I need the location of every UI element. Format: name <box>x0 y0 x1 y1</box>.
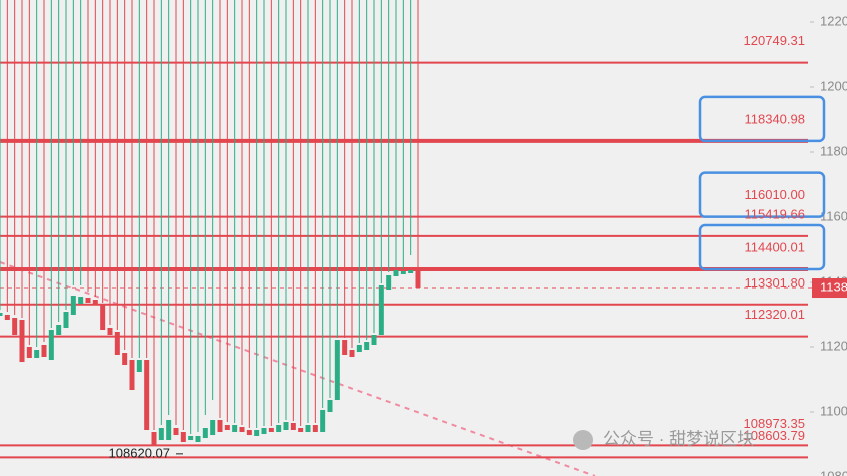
candle-body <box>26 347 32 358</box>
candle-body <box>334 340 340 401</box>
candle-body <box>195 435 201 443</box>
candle-body <box>371 335 377 345</box>
candle-body <box>217 420 223 432</box>
candle-body <box>114 331 120 356</box>
candle-body <box>70 296 76 315</box>
candle-body <box>268 427 274 432</box>
candle-body <box>158 427 164 441</box>
candle-body <box>246 430 252 436</box>
level-highlight-box <box>698 95 826 143</box>
candle-body <box>188 435 194 441</box>
level-label: 115419.66 <box>745 206 806 221</box>
candle-body <box>100 305 106 331</box>
y-tick-label: 120000 <box>820 78 847 93</box>
candle-body <box>122 353 128 366</box>
level-label: 114400.01 <box>745 239 806 254</box>
candle-body <box>239 427 245 432</box>
y-tick-label: 112000 <box>820 338 847 353</box>
candle-body <box>298 427 304 432</box>
candle-body <box>400 271 406 275</box>
candle-body <box>85 297 91 304</box>
candle-body <box>210 420 216 436</box>
candle-body <box>276 425 282 432</box>
level-label: 113301.80 <box>745 275 806 290</box>
candle-body <box>349 349 355 358</box>
candle-body <box>290 422 296 431</box>
candle-body <box>12 318 18 336</box>
candle-body <box>136 360 142 372</box>
candle-body <box>34 349 40 358</box>
candle-body <box>393 270 399 276</box>
candle-body <box>63 312 69 328</box>
candle-body <box>386 275 392 291</box>
y-tick-label: 122000 <box>820 13 847 28</box>
watermark-icon <box>573 430 593 450</box>
candle-body <box>408 270 414 274</box>
candle-body <box>107 327 113 336</box>
watermark: 公众号 · 甜梦说区块 <box>573 429 754 450</box>
candle-body <box>0 313 3 317</box>
candle-body <box>78 297 84 305</box>
candle-body <box>312 425 318 432</box>
candle-body <box>202 427 208 439</box>
candle-body <box>4 314 10 320</box>
y-tick-label: 116000 <box>820 208 847 223</box>
candle-body <box>232 425 238 432</box>
candle-body <box>305 425 311 432</box>
candle-body <box>356 344 362 353</box>
level-label: 118340.98 <box>745 111 806 126</box>
candle-body <box>129 360 135 391</box>
candle-body <box>415 270 421 289</box>
candle-body <box>320 409 326 432</box>
level-label: 108603.79 <box>744 428 805 443</box>
candle-body <box>166 420 172 441</box>
candle-body <box>92 300 98 306</box>
candle-body <box>180 431 186 443</box>
level-label: 116010.00 <box>745 187 806 202</box>
candle-body <box>327 400 333 413</box>
watermark-text: 公众号 · 甜梦说区块 <box>603 429 754 448</box>
level-label: 112320.01 <box>745 307 806 322</box>
candle-body <box>342 340 348 356</box>
candle-body <box>261 427 267 435</box>
level-label: 120749.31 <box>744 33 805 48</box>
candle-body <box>283 422 289 431</box>
candle-body <box>48 330 54 361</box>
y-tick-label: 118000 <box>820 143 847 158</box>
low-label: 108620.07 <box>109 445 170 460</box>
candle-body <box>364 342 370 350</box>
candle-body <box>224 425 230 431</box>
candle-body <box>56 325 62 336</box>
candle-body <box>254 430 260 436</box>
candle-body <box>41 344 47 358</box>
current-price-tag <box>812 278 847 299</box>
candle-body <box>151 431 157 445</box>
level-highlight-box <box>698 223 826 271</box>
candle-body <box>378 284 384 336</box>
y-tick-label: 110000 <box>820 403 847 418</box>
y-tick-label: 108000 <box>820 468 847 476</box>
candle-body <box>173 427 179 436</box>
candle-body <box>144 360 150 431</box>
level-label: 108973.35 <box>744 416 805 431</box>
level-highlight-box <box>698 171 826 218</box>
current-price-label: 113815 <box>820 279 847 294</box>
candle-body <box>19 319 25 363</box>
